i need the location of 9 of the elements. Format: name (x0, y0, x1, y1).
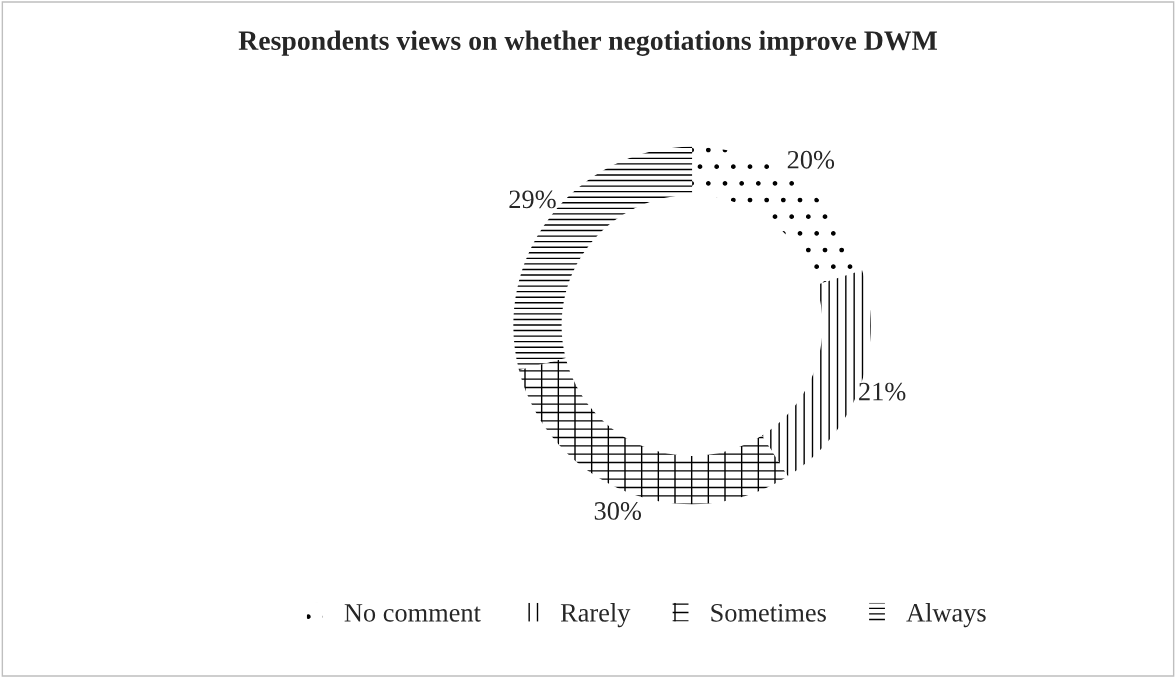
data-label: 30% (594, 502, 641, 520)
data-label: 29% (509, 190, 556, 209)
chart-title: Respondents views on whether negotiations improve DWM (238, 30, 938, 56)
legend-label: Rarely (560, 603, 631, 628)
legend-label: No comment (344, 604, 481, 622)
legend-label: Sometimes (711, 603, 826, 622)
data-label: 20% (787, 150, 835, 169)
data-label: 21% (859, 382, 906, 401)
legend-label: Always (906, 603, 986, 628)
